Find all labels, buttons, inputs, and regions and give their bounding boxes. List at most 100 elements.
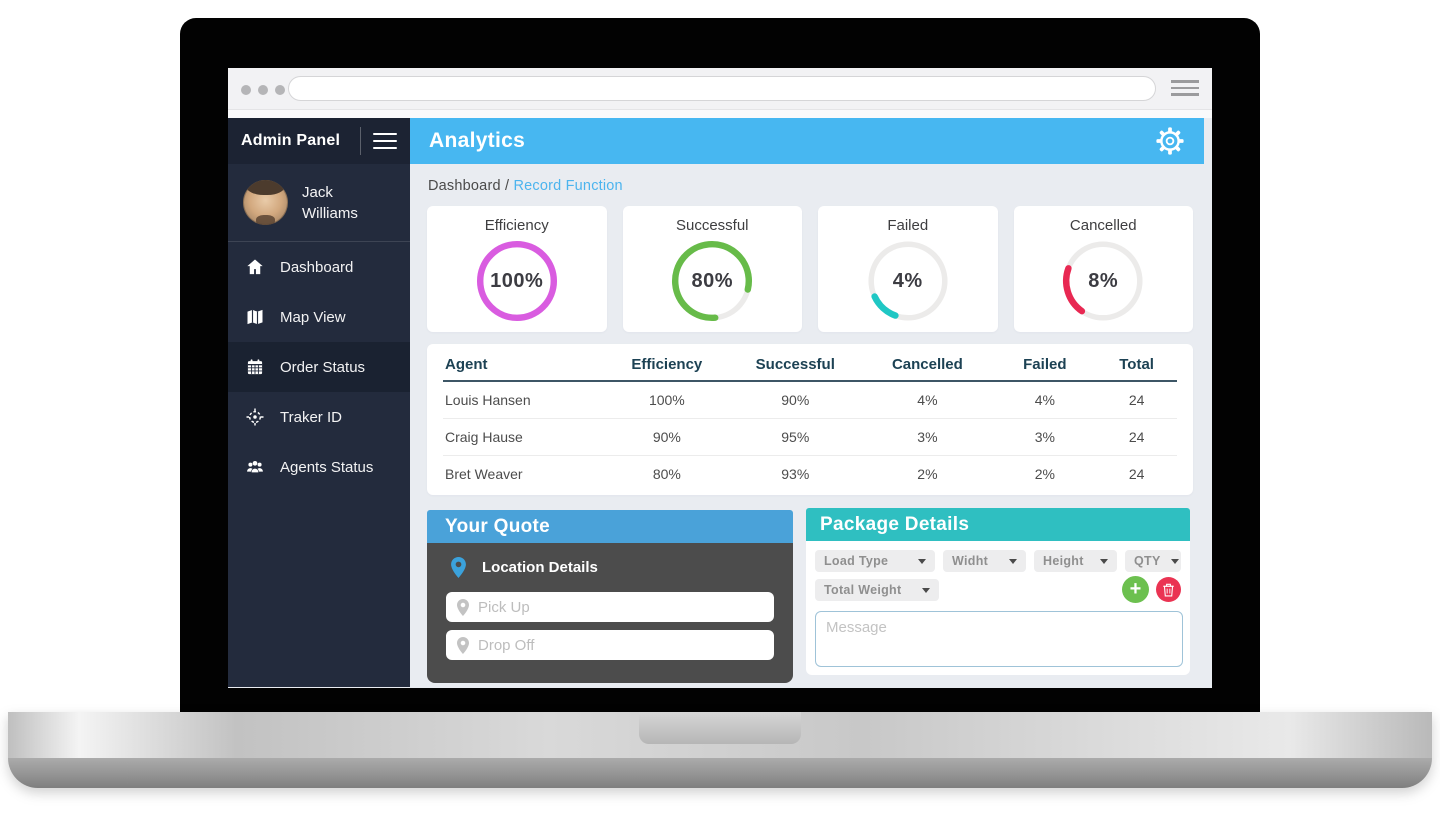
- stat-value: 8%: [1088, 269, 1119, 292]
- dropdown-qty[interactable]: QTY: [1125, 550, 1181, 572]
- user-profile: Jack Williams: [228, 164, 410, 242]
- stat-cards: Efficiency 100% Successful 80% Failed 4% Cance…: [427, 206, 1193, 332]
- browser-menu-icon[interactable]: [1171, 80, 1199, 100]
- sidebar-toggle-icon[interactable]: [373, 132, 397, 150]
- laptop-bezel: Admin Panel Jack Williams Dashboard Map V…: [180, 18, 1260, 718]
- dropdown-total-weight[interactable]: Total Weight: [815, 579, 939, 601]
- browser-window: Admin Panel Jack Williams Dashboard Map V…: [228, 68, 1212, 688]
- sidebar-item-agents-status[interactable]: Agents Status: [228, 442, 410, 492]
- chevron-down-icon: [918, 558, 926, 564]
- add-button[interactable]: +: [1122, 576, 1149, 603]
- stat-card-efficiency: Efficiency 100%: [427, 206, 607, 332]
- sidebar-item-label: Agents Status: [280, 458, 374, 476]
- main-content: Analytics: [410, 118, 1212, 687]
- user-name: Jack Williams: [302, 183, 358, 222]
- table-cell: 2%: [917, 465, 938, 482]
- table-header-failed: Failed: [993, 349, 1097, 382]
- map-icon: [245, 307, 265, 327]
- table-header-efficiency: Efficiency: [604, 349, 730, 382]
- window-control-dots: [241, 85, 285, 95]
- table-cell: 90%: [729, 381, 862, 419]
- breadcrumb-parent[interactable]: Dashboard: [428, 178, 501, 194]
- package-panel-header: Package Details: [806, 508, 1190, 541]
- address-bar[interactable]: [288, 76, 1156, 101]
- dropdown-height[interactable]: Height: [1034, 550, 1117, 572]
- window-dot: [275, 85, 285, 95]
- table-row: Louis Hansen 100% 90% 4% 4% 24: [443, 381, 1177, 419]
- table-cell: 95%: [729, 418, 862, 456]
- sidebar-item-label: Dashboard: [280, 258, 354, 276]
- donut-chart: 80%: [666, 235, 758, 327]
- window-dot: [241, 85, 251, 95]
- dropoff-input[interactable]: [446, 630, 774, 660]
- table-cell: 93%: [781, 465, 810, 482]
- stat-card-failed: Failed 4%: [818, 206, 998, 332]
- dropdown-load-type[interactable]: Load Type: [815, 550, 935, 572]
- dropdown-widht[interactable]: Widht: [943, 550, 1026, 572]
- sidebar-item-dashboard[interactable]: Dashboard: [228, 242, 410, 292]
- location-pin-icon: [451, 557, 466, 578]
- sidebar-item-map-view[interactable]: Map View: [228, 292, 410, 342]
- table-cell: 24: [1096, 418, 1177, 456]
- stat-value: 80%: [691, 269, 734, 292]
- donut-chart: 100%: [471, 235, 563, 327]
- target-icon: [245, 407, 265, 427]
- sidebar-brand-row: Admin Panel: [228, 118, 410, 164]
- sidebar-item-traker-id[interactable]: Traker ID: [228, 392, 410, 442]
- agents-table: Agent Efficiency Successful Cancelled Failed…: [443, 349, 1177, 492]
- delete-button[interactable]: [1156, 577, 1181, 602]
- dropoff-field-wrap: [446, 630, 774, 660]
- table-cell: 4%: [861, 381, 994, 419]
- table-header-cancelled: Cancelled: [861, 349, 994, 382]
- dropoff-pin-icon: [457, 637, 469, 654]
- calendar-icon: [245, 357, 265, 377]
- table-cell: 2%: [1034, 465, 1055, 482]
- dropdown-label: Height: [1043, 554, 1084, 568]
- stat-title: Cancelled: [1069, 217, 1137, 234]
- location-details-label: Location Details: [482, 559, 598, 576]
- pickup-pin-icon: [457, 599, 469, 616]
- table-cell: 3%: [861, 418, 994, 456]
- chevron-down-icon: [1009, 558, 1017, 564]
- gear-icon[interactable]: [1155, 126, 1185, 156]
- dropdown-row-1: Load Type Widht Height QTY: [815, 550, 1181, 572]
- donut-chart: 4%: [862, 235, 954, 327]
- breadcrumb-separator: /: [500, 178, 514, 194]
- stat-title: Failed: [887, 217, 929, 234]
- dropdown-label: QTY: [1134, 554, 1161, 568]
- users-icon: [245, 457, 265, 477]
- sidebar-item-label: Traker ID: [280, 408, 342, 426]
- table-cell: 4%: [993, 381, 1097, 419]
- quote-panel-body: Location Details: [427, 543, 793, 683]
- sidebar-item-label: Order Status: [280, 358, 366, 376]
- sidebar-nav: Dashboard Map View Order Status Traker ID Ag…: [228, 242, 410, 492]
- sidebar-item-order-status[interactable]: Order Status: [228, 342, 410, 392]
- table-cell: 24: [1096, 381, 1177, 419]
- home-icon: [245, 257, 265, 277]
- pickup-input[interactable]: [446, 592, 774, 622]
- laptop-base-top: [8, 712, 1432, 758]
- dropdown-label: Total Weight: [824, 583, 902, 597]
- package-details-panel: Package Details Load Type Widht Height QTY …: [806, 508, 1190, 675]
- your-quote-panel: Your Quote Location Details: [427, 510, 793, 683]
- browser-toolbar: [228, 68, 1212, 110]
- table-cell: Bret Weaver: [445, 465, 523, 482]
- table-header-successful: Successful: [729, 349, 862, 382]
- quote-panel-title: Your Quote: [445, 515, 551, 537]
- chevron-down-icon: [922, 587, 930, 593]
- table-cell: 24: [1128, 465, 1145, 482]
- quote-panel-header: Your Quote: [427, 510, 793, 543]
- dropdown-label: Load Type: [824, 554, 889, 568]
- breadcrumb-current[interactable]: Record Function: [513, 178, 623, 194]
- table-cell: 3%: [993, 418, 1097, 456]
- laptop-base-notch: [639, 712, 801, 744]
- chevron-down-icon: [1170, 558, 1179, 564]
- dropdown-label: Widht: [952, 554, 989, 568]
- laptop-base-bottom: [8, 758, 1432, 788]
- message-textarea[interactable]: [815, 611, 1183, 667]
- window-dot: [258, 85, 268, 95]
- package-panel-title: Package Details: [820, 513, 970, 535]
- brand-divider: [360, 127, 361, 155]
- stat-card-successful: Successful 80%: [622, 206, 802, 332]
